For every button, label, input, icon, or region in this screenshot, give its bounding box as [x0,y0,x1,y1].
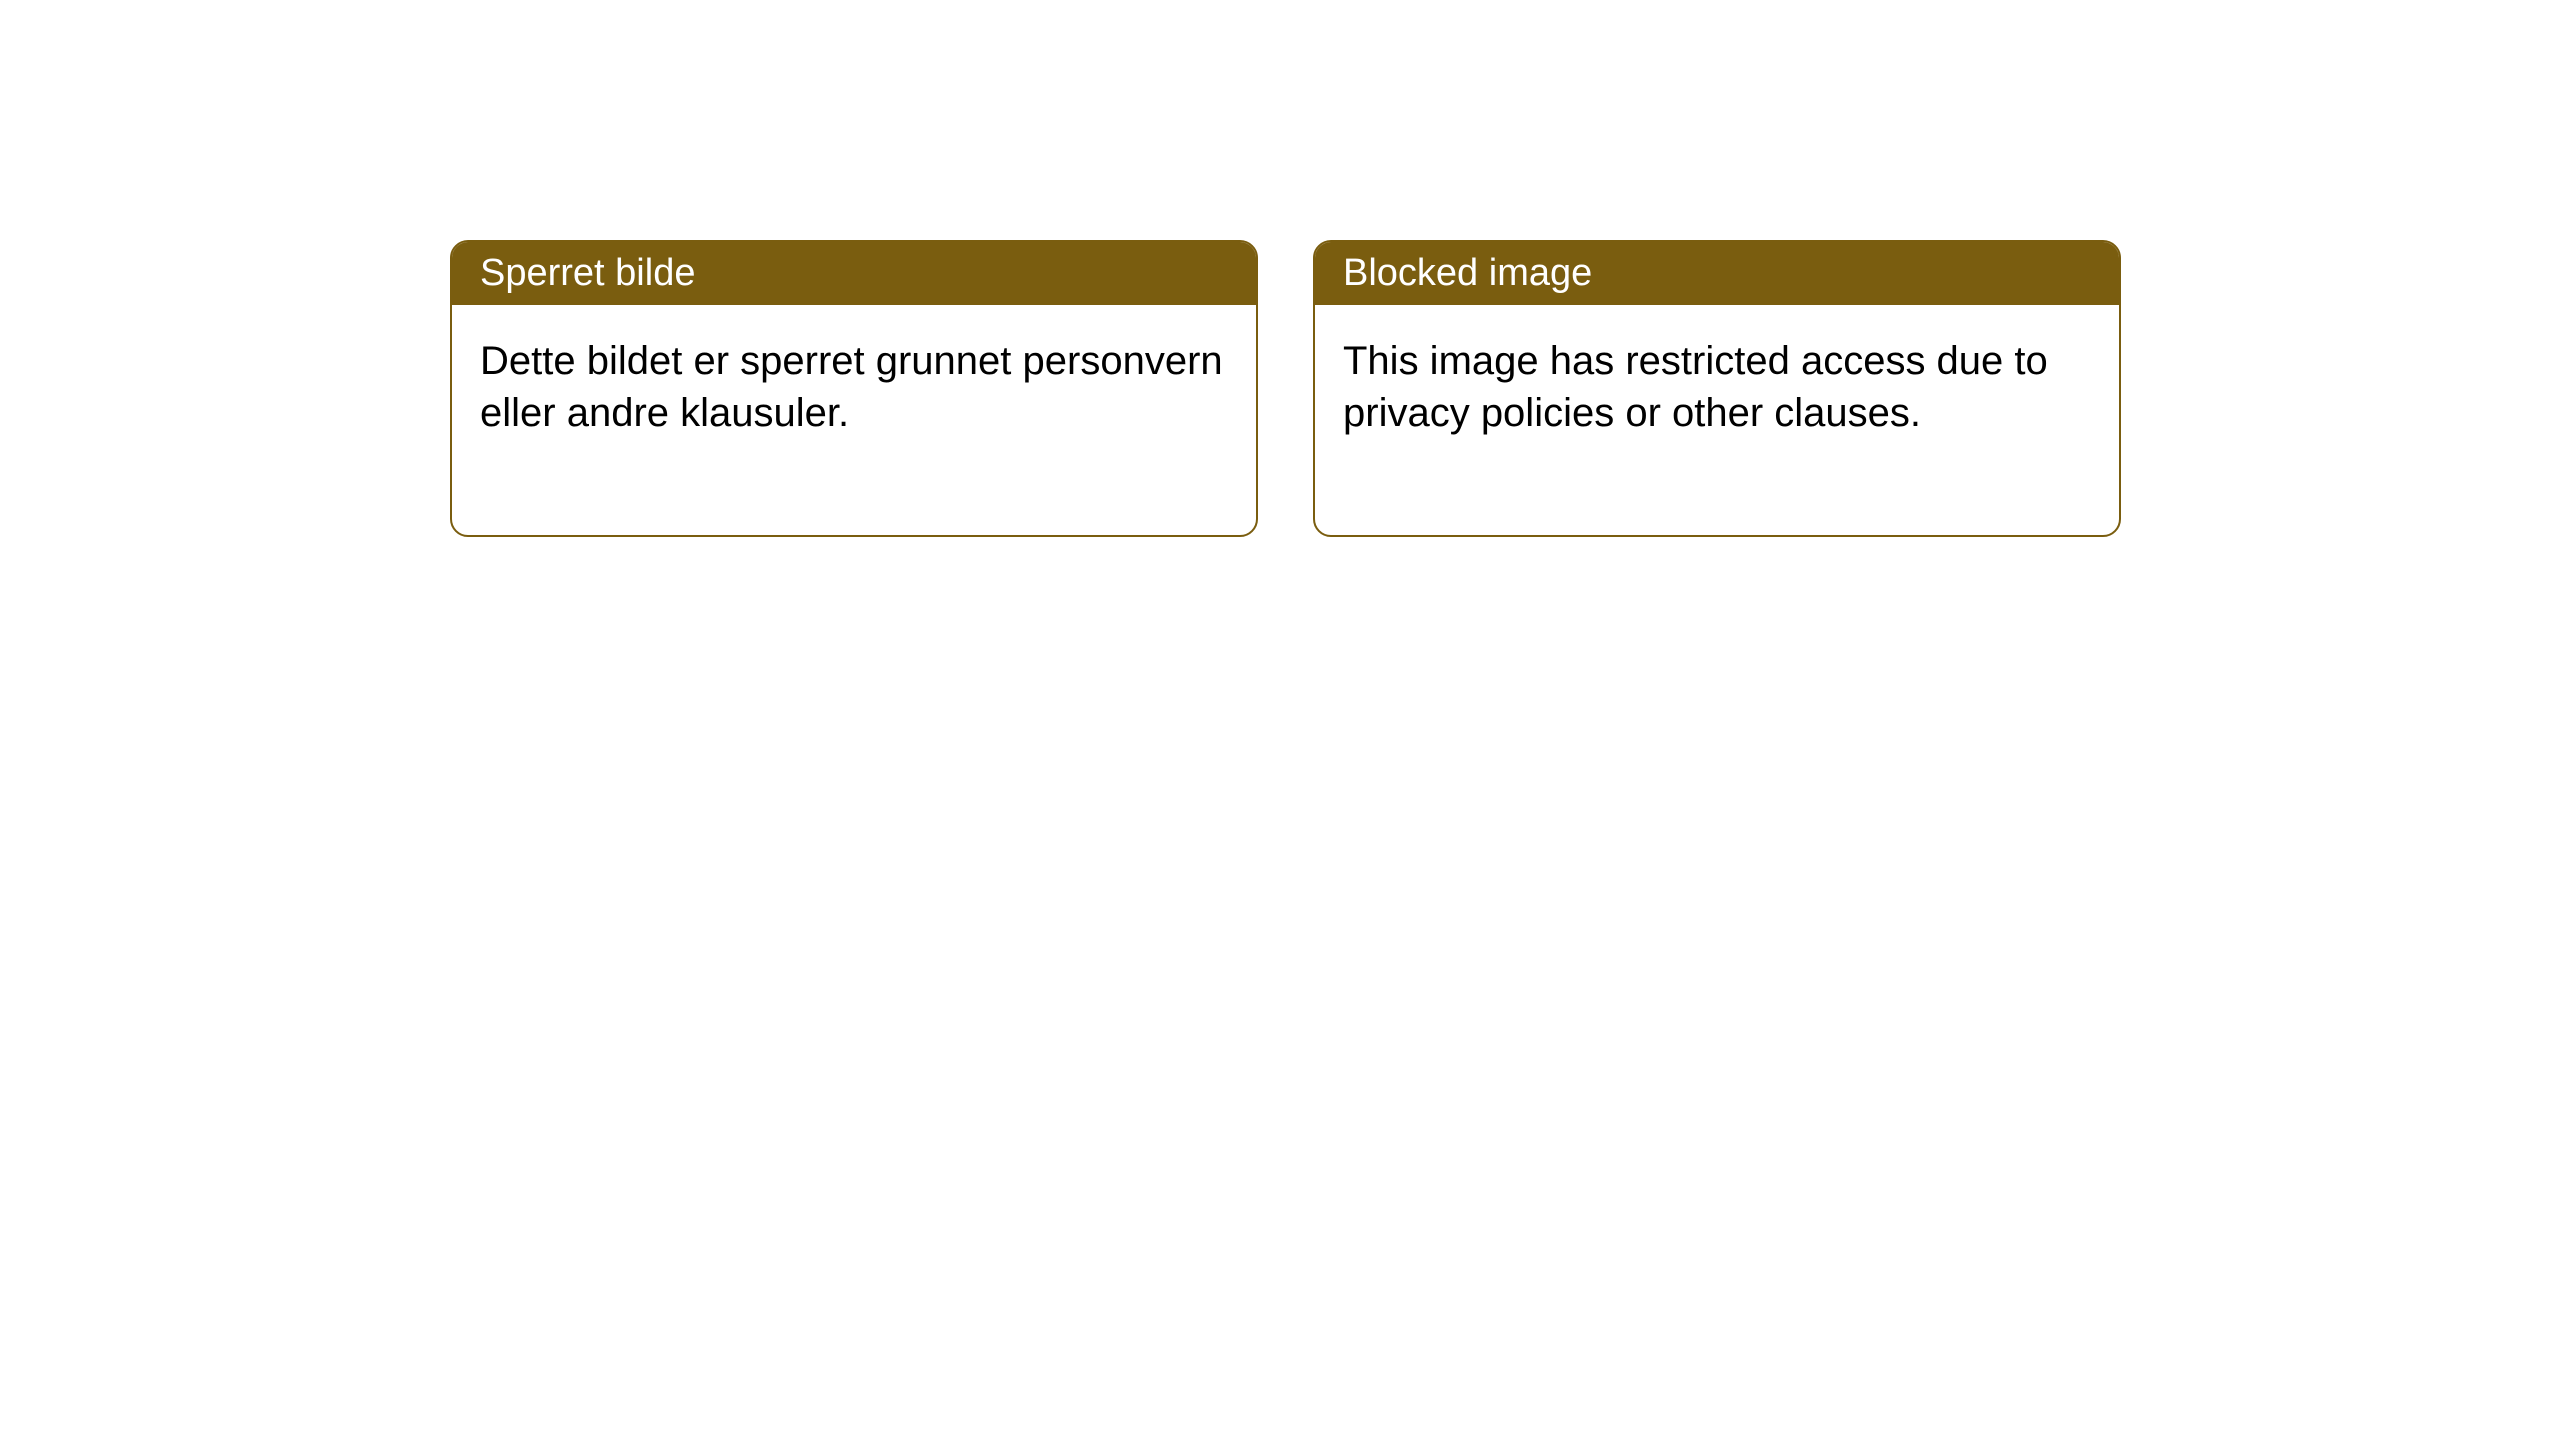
card-title: Blocked image [1343,252,1592,294]
card-body: This image has restricted access due to … [1315,305,2119,535]
blocked-image-card-no: Sperret bilde Dette bildet er sperret gr… [450,240,1258,537]
blocked-image-notice-container: Sperret bilde Dette bildet er sperret gr… [450,240,2121,537]
card-header: Blocked image [1315,242,2119,305]
card-body-text: Dette bildet er sperret grunnet personve… [480,339,1223,435]
card-body: Dette bildet er sperret grunnet personve… [452,305,1256,535]
card-header: Sperret bilde [452,242,1256,305]
blocked-image-card-en: Blocked image This image has restricted … [1313,240,2121,537]
card-body-text: This image has restricted access due to … [1343,339,2048,435]
card-title: Sperret bilde [480,252,695,294]
